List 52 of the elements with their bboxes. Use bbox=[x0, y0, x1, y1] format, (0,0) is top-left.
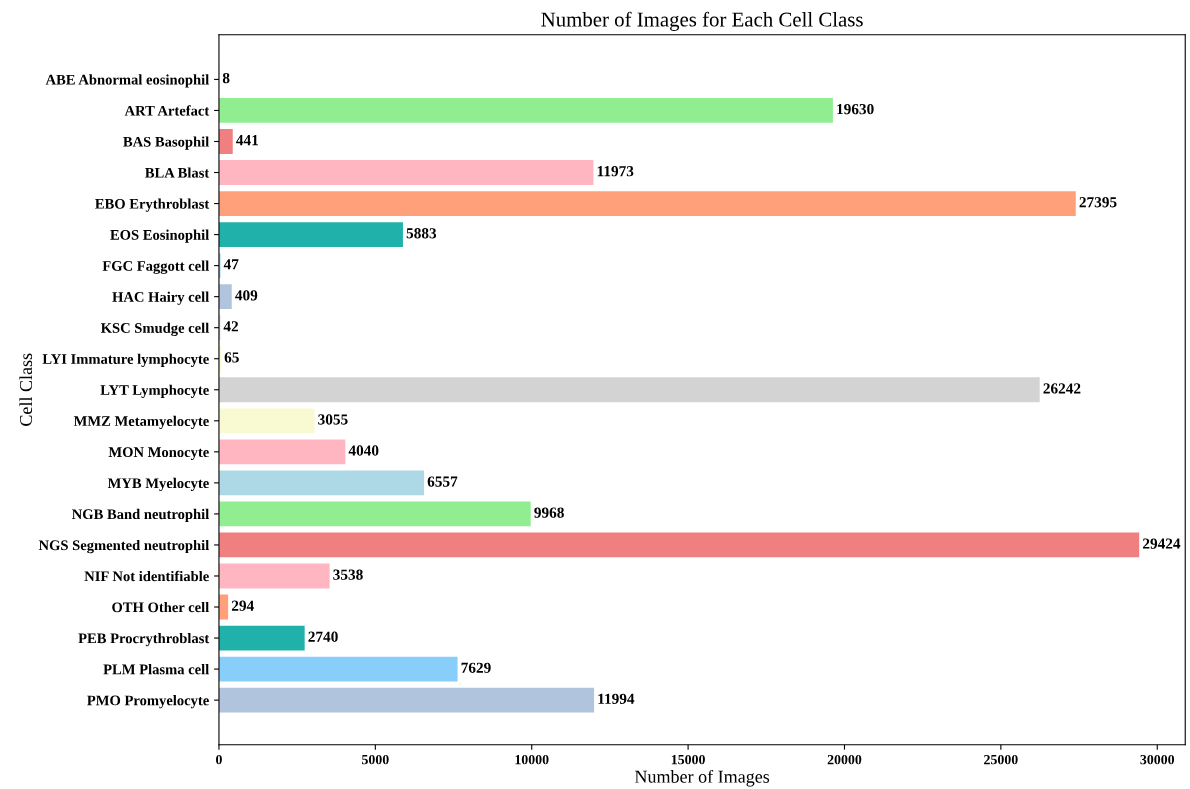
x-tick-label: 15000 bbox=[671, 754, 705, 765]
x-tick-label: 5000 bbox=[362, 754, 389, 765]
y-axis-title: Cell Class bbox=[19, 353, 33, 426]
data-label: 7629 bbox=[461, 662, 491, 673]
data-label: 42 bbox=[223, 321, 239, 332]
y-tick-label: PMO Promyelocyte bbox=[87, 695, 209, 709]
y-tick-label: PLM Plasma cell bbox=[103, 664, 209, 675]
y-tick-label: BAS Basophil bbox=[123, 136, 209, 150]
x-tick-label: 30000 bbox=[1140, 754, 1175, 765]
chart-title: Number of Images for Each Cell Class bbox=[541, 11, 863, 31]
data-label: 409 bbox=[235, 290, 258, 301]
data-label: 26242 bbox=[1043, 383, 1081, 394]
data-label: 2740 bbox=[308, 631, 338, 642]
y-tick-label: EOS Eosinophil bbox=[110, 229, 209, 243]
data-label: 11973 bbox=[597, 166, 634, 177]
y-tick-label: HAC Hairy cell bbox=[112, 291, 209, 305]
data-label: 4040 bbox=[348, 445, 379, 456]
y-tick-label: PEB Procrythroblast bbox=[78, 632, 210, 647]
y-tick-label: MMZ Metamyelocyte bbox=[73, 415, 209, 430]
x-axis-title: Number of Images bbox=[634, 769, 770, 787]
y-tick-label: NGS Segmented neutrophil bbox=[38, 539, 209, 554]
y-tick-label: LYT Lymphocyte bbox=[100, 384, 209, 398]
data-label: 8 bbox=[222, 72, 230, 84]
y-tick-label: BLA Blast bbox=[145, 167, 210, 178]
y-tick-label: ART Artefact bbox=[124, 105, 210, 116]
y-tick-label: MYB Myelocyte bbox=[107, 477, 209, 492]
y-tick-label: NGB Band neutrophil bbox=[72, 508, 209, 523]
y-tick-label: NIF Not identifiable bbox=[84, 570, 209, 582]
y-tick-label: LYI Immature lymphocyte bbox=[42, 353, 209, 367]
y-tick-label: ABE Abnormal eosinophil bbox=[45, 74, 209, 88]
x-tick-label: 10000 bbox=[515, 754, 549, 765]
y-tick-label: OTH Other cell bbox=[112, 601, 209, 613]
data-label: 19630 bbox=[837, 103, 874, 115]
x-tick-label: 25000 bbox=[984, 754, 1018, 765]
y-tick-label: FGC Faggott cell bbox=[102, 260, 209, 274]
y-tick-label: EBO Erythroblast bbox=[95, 198, 210, 212]
data-label: 47 bbox=[223, 259, 239, 270]
data-label: 27395 bbox=[1079, 197, 1117, 208]
data-label: 5883 bbox=[406, 228, 437, 239]
x-tick-label: 0 bbox=[216, 754, 222, 765]
data-label: 3538 bbox=[333, 569, 363, 580]
data-label: 65 bbox=[224, 352, 239, 363]
data-label: 9968 bbox=[534, 507, 564, 518]
data-label: 294 bbox=[231, 600, 254, 611]
data-label: 6557 bbox=[427, 476, 458, 487]
y-tick-label: MON Monocyte bbox=[108, 447, 209, 461]
data-label: 441 bbox=[236, 135, 259, 146]
data-label: 3055 bbox=[318, 414, 348, 425]
x-tick-label: 20000 bbox=[827, 754, 862, 765]
y-tick-label: KSC Smudge cell bbox=[100, 322, 209, 336]
data-label: 29424 bbox=[1143, 538, 1181, 549]
data-label: 11994 bbox=[598, 693, 635, 704]
